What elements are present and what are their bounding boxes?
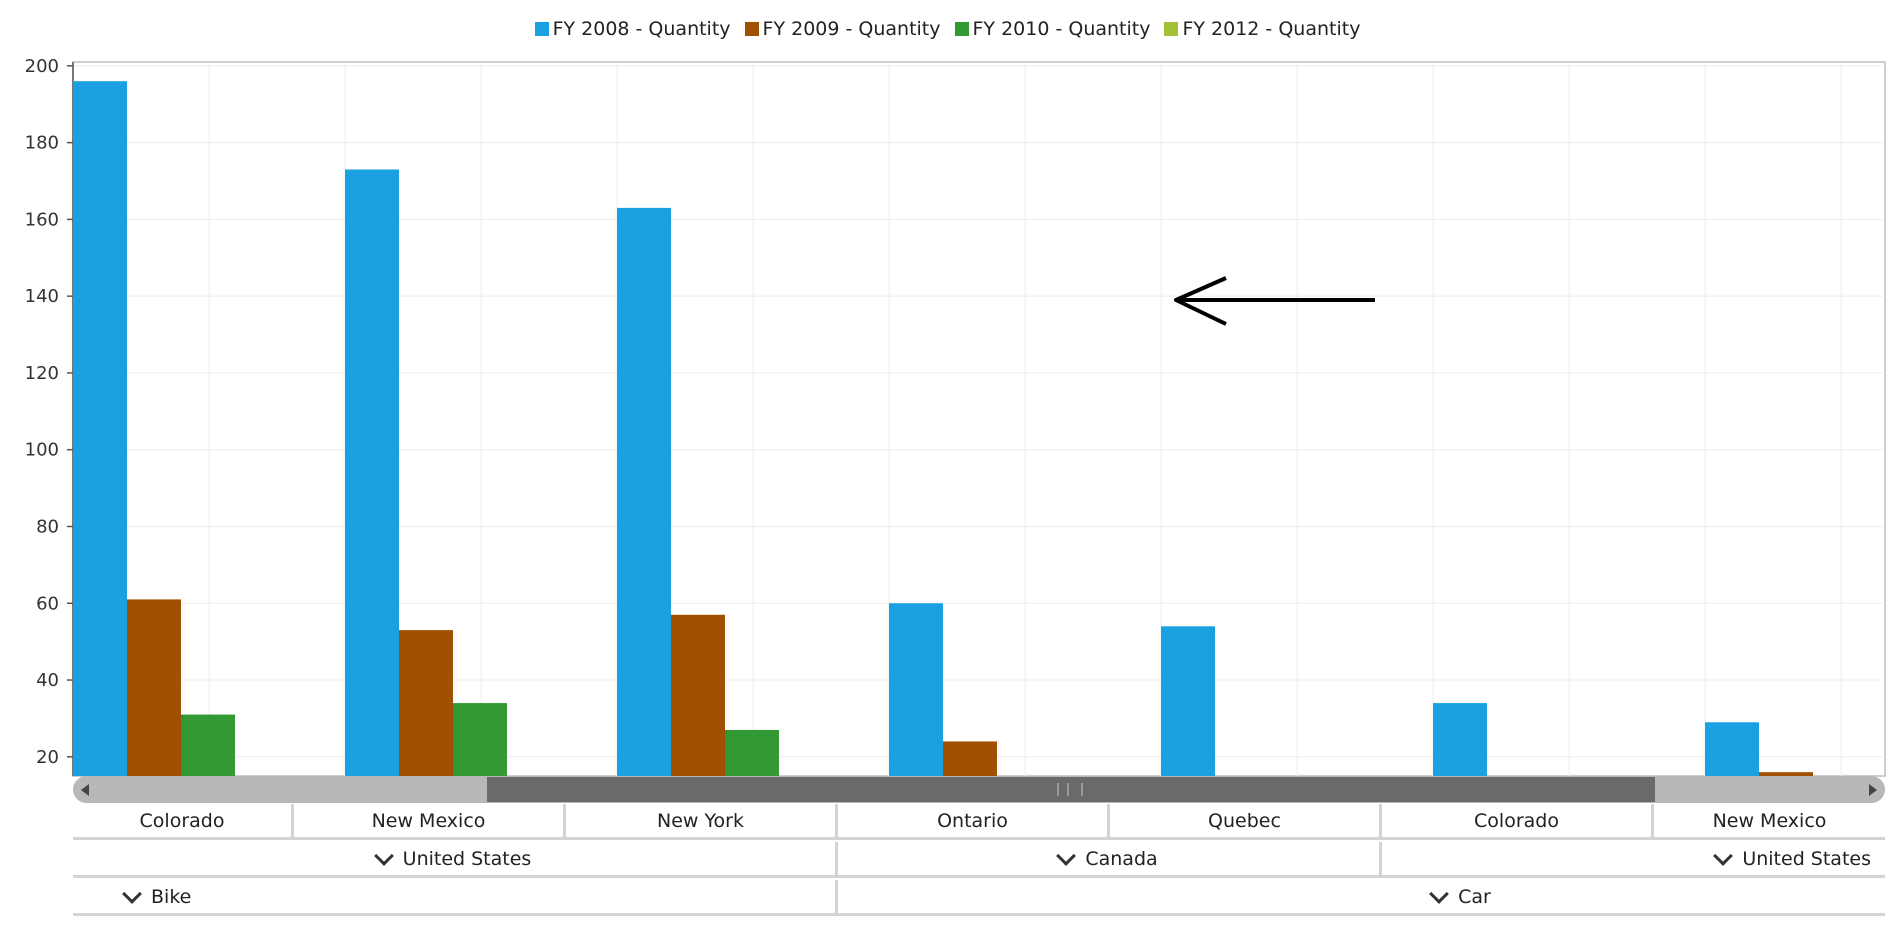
bar[interactable] <box>1433 703 1487 776</box>
bar[interactable] <box>1161 626 1215 776</box>
axis-label-state: Quebec <box>1208 809 1281 832</box>
bar[interactable] <box>399 630 453 776</box>
legend: FY 2008 - Quantity FY 2009 - Quantity FY 2… <box>0 14 1895 44</box>
axis-cell-product[interactable]: Car <box>835 880 1885 916</box>
legend-swatch <box>954 22 969 36</box>
bar[interactable] <box>1759 772 1813 776</box>
axis-cell-state[interactable]: Quebec <box>1107 804 1379 840</box>
bar[interactable] <box>181 714 235 776</box>
legend-swatch <box>534 22 549 36</box>
axis-cell-country[interactable]: Canada <box>835 842 1379 878</box>
axis-cell-product[interactable]: Bike <box>73 880 835 916</box>
bar[interactable] <box>1705 722 1759 776</box>
bar[interactable] <box>73 81 127 777</box>
axis-label-product: Bike <box>151 885 192 908</box>
arrow-annotation-icon <box>1174 276 1375 326</box>
axis-label-state: Ontario <box>937 809 1008 832</box>
chevron-down-icon[interactable] <box>1056 845 1077 866</box>
legend-swatch <box>1164 22 1179 36</box>
chevron-down-icon[interactable] <box>1713 845 1734 866</box>
legend-label: FY 2012 - Quantity <box>1182 18 1361 40</box>
grid-lines <box>72 61 1886 777</box>
axis-label-state: New York <box>656 809 744 832</box>
y-tick-label: 200 <box>25 56 59 77</box>
legend-label: FY 2008 - Quantity <box>552 18 731 40</box>
axis-label-state: New Mexico <box>371 809 486 832</box>
chevron-down-icon[interactable] <box>373 845 394 866</box>
bar[interactable] <box>943 741 997 776</box>
y-axis-ticks: 20 40 60 80 100 120 140 160 180 200 <box>25 56 74 776</box>
axis-label-state: Colorado <box>139 809 225 832</box>
horizontal-scrollbar[interactable] <box>73 776 1885 803</box>
axis-cell-state[interactable]: New York <box>563 804 835 840</box>
bar-chart: 20 40 60 80 100 120 140 160 180 200 <box>25 56 1886 777</box>
y-tick-label: 140 <box>25 286 59 307</box>
axis-label-state: New Mexico <box>1712 809 1827 832</box>
axis-cell-state[interactable]: Colorado <box>73 804 291 840</box>
axis-row-countries: United States Canada United States <box>73 842 1885 878</box>
axis-label-country: United States <box>402 847 532 870</box>
legend-item[interactable]: FY 2012 - Quantity <box>1164 18 1360 40</box>
y-tick-label: 20 <box>36 747 59 768</box>
axis-row-states: Colorado New Mexico New York Ontario Que… <box>73 804 1885 840</box>
bar[interactable] <box>889 603 943 776</box>
bar[interactable] <box>127 599 181 776</box>
y-tick-label: 180 <box>25 133 59 154</box>
legend-swatch <box>744 22 759 36</box>
bar[interactable] <box>671 614 725 776</box>
scroll-right-arrow-icon[interactable] <box>1869 784 1877 796</box>
axis-cell-state[interactable]: Ontario <box>835 804 1107 840</box>
axis-cell-state[interactable]: Colorado <box>1379 804 1651 840</box>
scroll-left-arrow-icon[interactable] <box>81 784 89 796</box>
axis-cell-country[interactable]: United States <box>1379 842 1885 878</box>
axis-label-state: Colorado <box>1474 809 1559 832</box>
y-tick-label: 120 <box>25 363 59 384</box>
arrow-head <box>1174 276 1227 326</box>
chevron-down-icon[interactable] <box>1429 883 1450 904</box>
y-tick-label: 160 <box>25 209 59 230</box>
legend-label: FY 2009 - Quantity <box>762 18 941 40</box>
axis-label-country: United States <box>1742 847 1871 870</box>
y-tick-label: 40 <box>36 670 59 691</box>
axis-label-country: Canada <box>1085 847 1158 870</box>
bar[interactable] <box>725 729 779 776</box>
chevron-down-icon[interactable] <box>122 883 142 904</box>
axis-row-products: Bike Car <box>73 880 1885 916</box>
y-tick-label: 80 <box>36 516 59 537</box>
axis-cell-state[interactable]: New Mexico <box>291 804 563 840</box>
bar[interactable] <box>617 207 671 776</box>
legend-item[interactable]: FY 2008 - Quantity <box>534 18 731 40</box>
bar[interactable] <box>453 703 507 776</box>
scroll-grip-icon <box>1057 783 1083 796</box>
axis-cell-country[interactable]: United States <box>73 842 835 878</box>
legend-item[interactable]: FY 2009 - Quantity <box>744 18 941 40</box>
bars <box>73 81 1813 777</box>
y-tick-label: 60 <box>36 593 59 614</box>
scroll-thumb[interactable] <box>487 777 1655 802</box>
axis-cell-state[interactable]: New Mexico <box>1651 804 1885 840</box>
axis-label-product: Car <box>1458 885 1491 908</box>
y-tick-label: 100 <box>25 440 59 461</box>
legend-label: FY 2010 - Quantity <box>972 18 1151 40</box>
legend-item[interactable]: FY 2010 - Quantity <box>954 18 1151 40</box>
bar[interactable] <box>345 169 399 776</box>
